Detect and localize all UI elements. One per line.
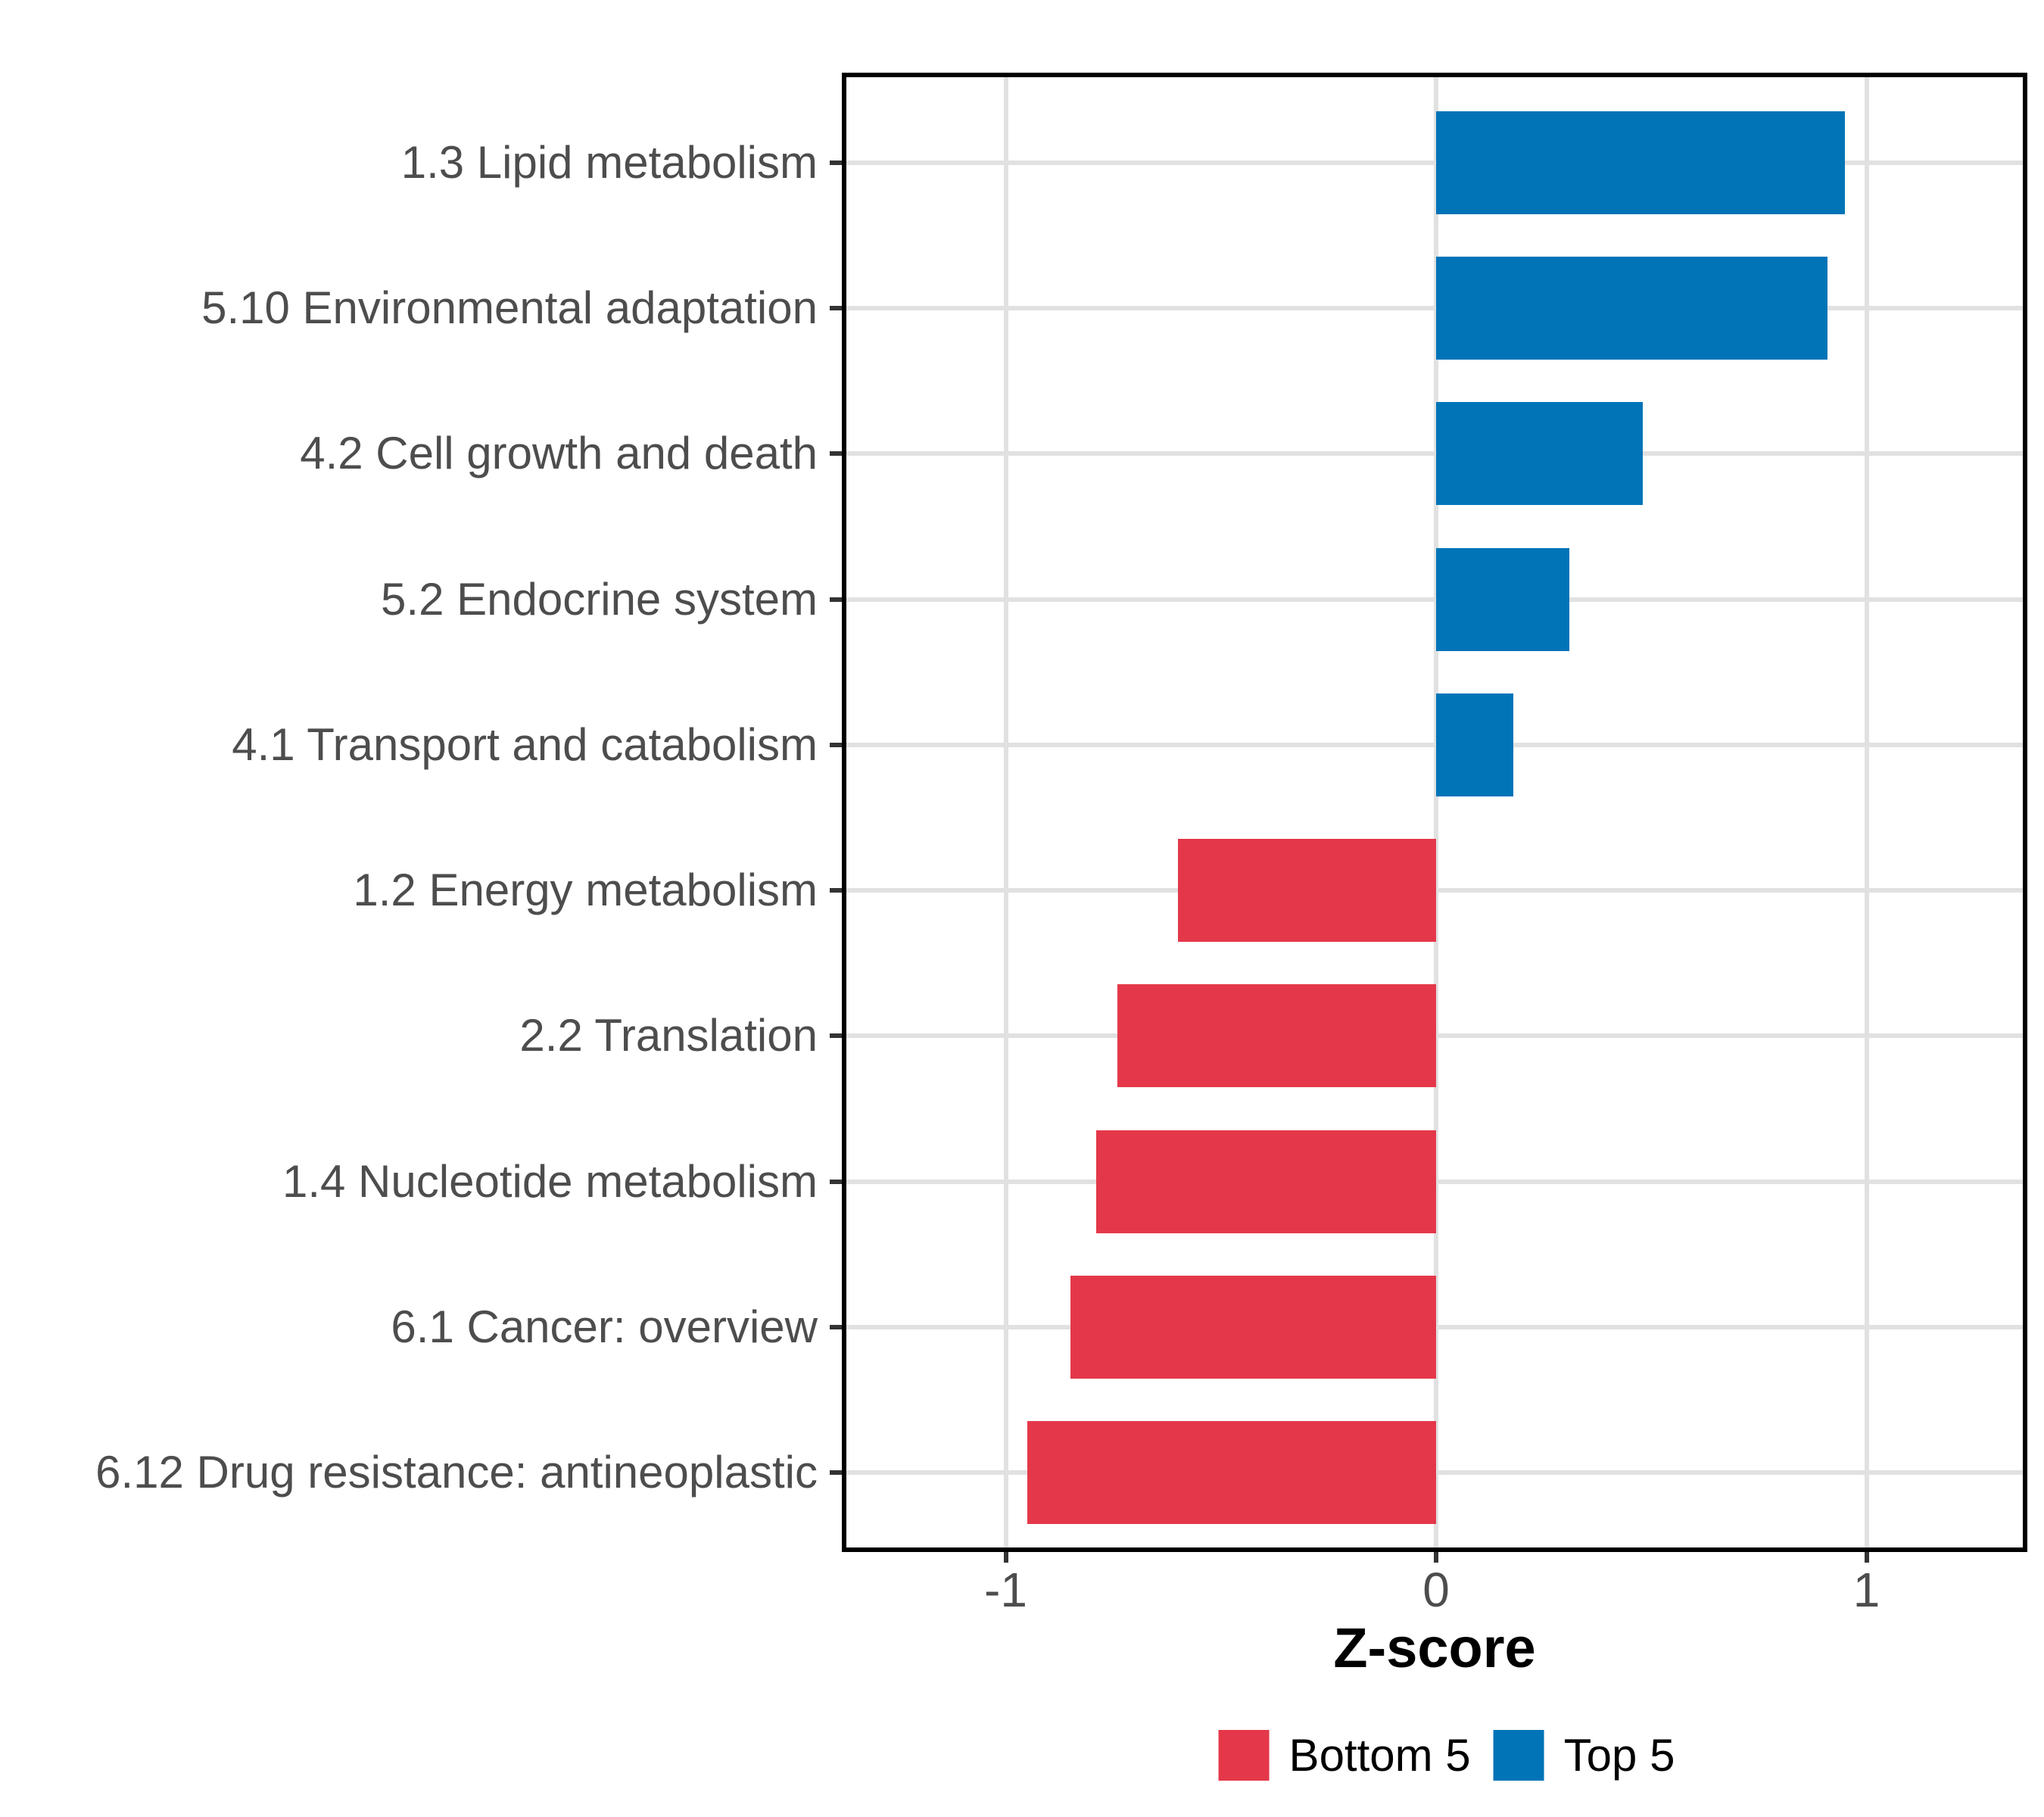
bar-4-2-cell-growth-and-death (1436, 402, 1643, 506)
gridline-y-5-2-endocrine-system (846, 597, 2023, 602)
gridline-y-1-3-lipid-metabolism (846, 161, 2023, 165)
bar-1-4-nucleotide-metabolism (1095, 1130, 1436, 1233)
x-tick--1 (1003, 1552, 1008, 1563)
legend-swatch-bottom-5 (1218, 1730, 1270, 1781)
category-label-4-1-transport-and-catabolism: 4.1 Transport and catabolism (232, 718, 818, 770)
y-tick-4-2-cell-growth-and-death (830, 451, 842, 457)
category-label-6-1-cancer-overview: 6.1 Cancer: overview (391, 1301, 818, 1352)
x-tick-label--1: -1 (984, 1563, 1027, 1617)
y-tick-6-12-drug-resistance-antineoplastic (830, 1470, 842, 1475)
gridline-y-4-2-cell-growth-and-death (846, 451, 2023, 457)
legend-label-bottom-5: Bottom 5 (1288, 1730, 1471, 1781)
gridline-y-4-1-transport-and-catabolism (846, 742, 2023, 747)
x-tick-1 (1864, 1552, 1869, 1563)
category-label-1-4-nucleotide-metabolism: 1.4 Nucleotide metabolism (282, 1155, 818, 1207)
legend-label-top-5: Top 5 (1563, 1730, 1675, 1781)
gridline-x-0 (1434, 77, 1438, 1547)
gridline-x-1 (1864, 77, 1869, 1547)
x-tick-label-0: 0 (1422, 1563, 1450, 1617)
y-tick-5-2-endocrine-system (830, 597, 842, 602)
x-tick-label-1: 1 (1852, 1563, 1880, 1617)
x-axis-title: Z-score (1333, 1616, 1536, 1679)
category-label-4-2-cell-growth-and-death: 4.2 Cell growth and death (300, 428, 818, 479)
y-tick-6-1-cancer-overview (830, 1324, 842, 1329)
category-label-5-10-environmental-adaptation: 5.10 Environmental adaptation (201, 282, 818, 334)
gridline-x--1 (1003, 77, 1008, 1547)
bar-5-10-environmental-adaptation (1436, 257, 1828, 360)
category-label-1-3-lipid-metabolism: 1.3 Lipid metabolism (400, 137, 818, 188)
legend-swatch-top-5 (1493, 1730, 1544, 1781)
y-tick-4-1-transport-and-catabolism (830, 742, 842, 747)
category-label-2-2-translation: 2.2 Translation (519, 1010, 818, 1061)
plot-panel (842, 73, 2027, 1552)
bar-6-12-drug-resistance-antineoplastic (1027, 1421, 1436, 1524)
gridline-y-5-10-environmental-adaptation (846, 306, 2023, 311)
y-tick-1-4-nucleotide-metabolism (830, 1179, 842, 1184)
category-label-1-2-energy-metabolism: 1.2 Energy metabolism (353, 865, 818, 916)
category-label-5-2-endocrine-system: 5.2 Endocrine system (381, 573, 818, 625)
bar-1-2-energy-metabolism (1177, 839, 1436, 943)
legend: Bottom 5 Top 5 (1218, 1730, 1675, 1781)
bar-1-3-lipid-metabolism (1436, 111, 1846, 214)
legend-item-top-5: Top 5 (1493, 1730, 1675, 1781)
y-tick-5-10-environmental-adaptation (830, 306, 842, 311)
bar-2-2-translation (1117, 984, 1436, 1088)
bar-4-1-transport-and-catabolism (1436, 693, 1514, 796)
category-label-6-12-drug-resistance-antineoplastic: 6.12 Drug resistance: antineoplastic (95, 1447, 818, 1498)
y-tick-2-2-translation (830, 1033, 842, 1039)
x-tick-0 (1434, 1552, 1438, 1563)
bar-6-1-cancer-overview (1070, 1275, 1436, 1379)
bar-5-2-endocrine-system (1436, 547, 1570, 651)
legend-item-bottom-5: Bottom 5 (1218, 1730, 1471, 1781)
y-tick-1-3-lipid-metabolism (830, 161, 842, 165)
y-tick-1-2-energy-metabolism (830, 888, 842, 893)
